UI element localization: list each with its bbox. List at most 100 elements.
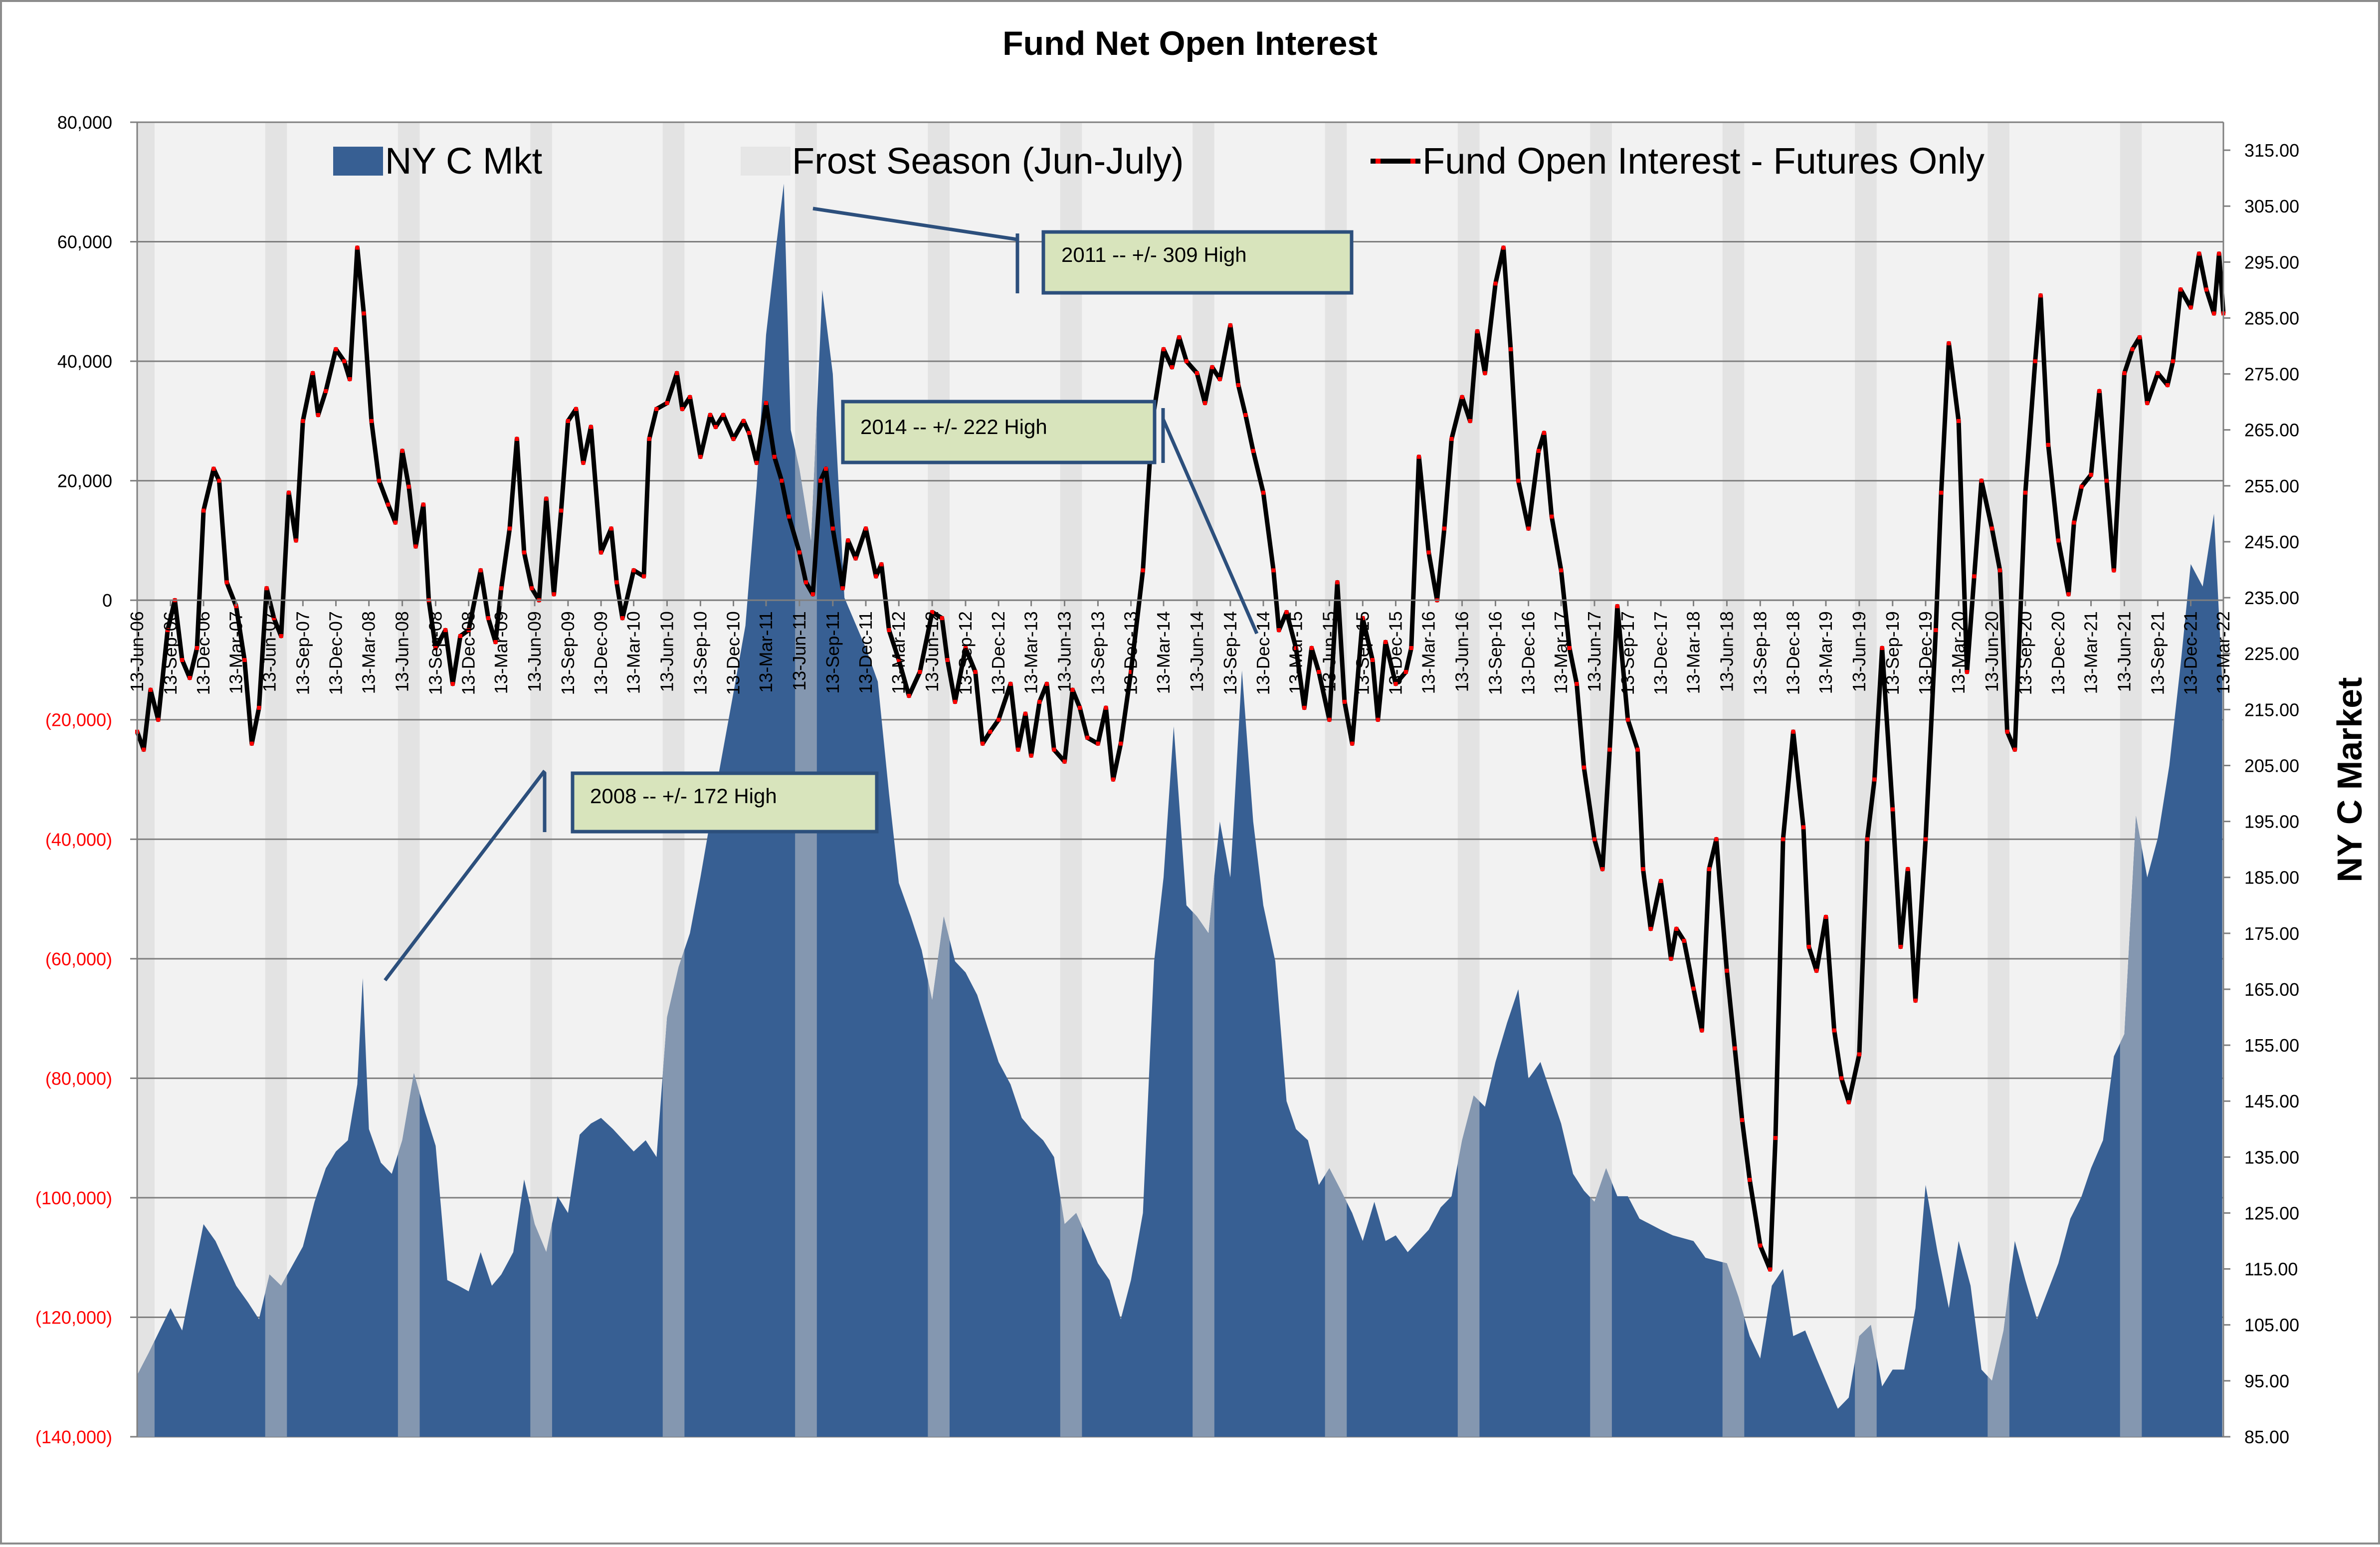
fund-oi-point-23 — [311, 371, 315, 375]
fund-oi-point-78 — [741, 419, 746, 423]
fund-oi-point-46 — [486, 616, 490, 621]
x-tick-label: 13-Mar-14 — [1153, 611, 1174, 694]
fund-oi-point-147 — [1317, 669, 1321, 674]
fund-oi-point-146 — [1309, 646, 1314, 650]
x-tick-label: 13-Jun-13 — [1054, 611, 1075, 692]
fund-oi-point-164 — [1460, 395, 1464, 399]
fund-oi-point-36 — [406, 484, 411, 489]
x-tick-label: 13-Dec-09 — [591, 611, 611, 695]
fund-oi-point-190 — [1674, 926, 1679, 931]
x-tick-label: 13-Mar-12 — [888, 611, 909, 694]
fund-oi-point-7 — [188, 675, 192, 680]
frost-band-2007 — [265, 122, 287, 1437]
fund-oi-point-181 — [1600, 867, 1604, 872]
legend-marker-left — [1376, 159, 1381, 164]
fund-oi-point-132 — [1195, 371, 1199, 375]
fund-oi-point-232 — [2023, 490, 2027, 495]
fund-oi-point-80 — [755, 460, 759, 465]
fund-oi-point-240 — [2089, 472, 2093, 477]
legend-label-ny-c-mkt: NY C Mkt — [385, 140, 543, 182]
fund-oi-point-49 — [507, 526, 512, 531]
fund-oi-point-235 — [2046, 442, 2050, 447]
fund-oi-point-37 — [413, 544, 418, 549]
fund-oi-point-105 — [964, 646, 968, 650]
x-tick-label: 13-Sep-09 — [558, 611, 578, 695]
right-tick-label: 105.00 — [2244, 1315, 2299, 1335]
chart-title: Fund Net Open Interest — [1002, 24, 1378, 62]
fund-oi-point-44 — [466, 628, 471, 633]
fund-oi-point-184 — [1625, 717, 1630, 722]
left-tick-label: 60,000 — [57, 232, 112, 252]
fund-oi-point-120 — [1085, 735, 1090, 740]
x-tick-label: 13-Mar-10 — [623, 611, 644, 694]
fund-oi-point-64 — [620, 616, 624, 621]
fund-oi-point-98 — [897, 658, 901, 662]
fund-oi-point-187 — [1648, 926, 1653, 931]
fund-oi-point-84 — [787, 514, 791, 519]
fund-oi-point-72 — [688, 395, 692, 399]
right-tick-label: 265.00 — [2244, 420, 2299, 441]
x-tick-label: 13-Sep-11 — [822, 611, 843, 693]
frost-band-2013 — [1060, 122, 1082, 1437]
fund-oi-point-47 — [493, 640, 498, 644]
fund-oi-point-22 — [301, 419, 305, 423]
fund-oi-point-221 — [1934, 628, 1938, 633]
fund-oi-point-182 — [1607, 747, 1612, 752]
fund-oi-point-173 — [1537, 448, 1541, 453]
fund-oi-point-138 — [1243, 413, 1248, 417]
fund-oi-point-180 — [1592, 837, 1596, 842]
fund-oi-point-189 — [1669, 956, 1673, 961]
x-tick-label: 13-Jun-15 — [1319, 611, 1339, 692]
right-tick-label: 205.00 — [2244, 755, 2299, 776]
right-tick-label: 315.00 — [2244, 140, 2299, 161]
fund-oi-point-171 — [1516, 478, 1521, 483]
fund-oi-point-154 — [1376, 717, 1380, 722]
fund-oi-point-126 — [1141, 568, 1145, 573]
fund-oi-point-197 — [1733, 1046, 1737, 1051]
x-tick-label: 13-Dec-21 — [2181, 611, 2201, 695]
x-tick-label: 13-Mar-11 — [756, 611, 776, 692]
x-tick-label: 13-Dec-13 — [1121, 611, 1141, 695]
fund-oi-point-163 — [1449, 437, 1454, 441]
fund-oi-point-256 — [2217, 251, 2221, 256]
x-tick-label: 13-Sep-14 — [1220, 611, 1240, 695]
fund-oi-point-17 — [264, 586, 269, 591]
annotation-2014-leader — [1161, 418, 1259, 635]
right-tick-label: 235.00 — [2244, 588, 2299, 608]
fund-oi-point-158 — [1409, 646, 1413, 650]
fund-oi-point-121 — [1096, 741, 1100, 746]
right-tick-label: 175.00 — [2244, 923, 2299, 944]
fund-oi-point-90 — [830, 526, 835, 531]
right-axis-title: NY C Market — [2330, 677, 2369, 882]
fund-oi-point-222 — [1939, 490, 1944, 495]
fund-oi-point-168 — [1493, 281, 1498, 286]
fund-oi-point-55 — [552, 592, 556, 597]
fund-oi-point-24 — [316, 413, 320, 417]
fund-oi-point-52 — [530, 586, 534, 591]
fund-oi-point-237 — [2066, 592, 2071, 597]
fund-oi-point-6 — [180, 658, 185, 662]
x-tick-label: 13-Mar-18 — [1683, 611, 1704, 694]
fund-oi-point-96 — [879, 562, 884, 567]
fund-oi-point-205 — [1801, 825, 1805, 830]
fund-oi-point-137 — [1236, 383, 1240, 387]
fund-oi-point-238 — [2072, 520, 2076, 525]
fund-oi-point-216 — [1890, 807, 1895, 812]
left-tick-label: 40,000 — [57, 351, 112, 372]
fund-oi-point-116 — [1052, 747, 1056, 752]
left-tick-label: (20,000) — [45, 710, 112, 730]
right-tick-label: 185.00 — [2244, 868, 2299, 888]
x-tick-label: 13-Jun-12 — [922, 611, 942, 692]
fund-oi-point-193 — [1700, 1028, 1704, 1033]
frost-band-2006 — [137, 122, 155, 1437]
frost-band-2018 — [1722, 122, 1745, 1437]
fund-oi-point-58 — [574, 407, 578, 411]
fund-oi-point-92 — [846, 538, 850, 543]
fund-oi-point-226 — [1972, 574, 1977, 579]
x-tick-label: 13-Sep-19 — [1882, 611, 1903, 695]
fund-oi-point-194 — [1707, 867, 1711, 872]
fund-oi-point-67 — [647, 437, 651, 441]
fund-oi-point-214 — [1872, 777, 1877, 782]
fund-oi-point-208 — [1824, 915, 1828, 919]
fund-oi-point-115 — [1044, 681, 1049, 686]
